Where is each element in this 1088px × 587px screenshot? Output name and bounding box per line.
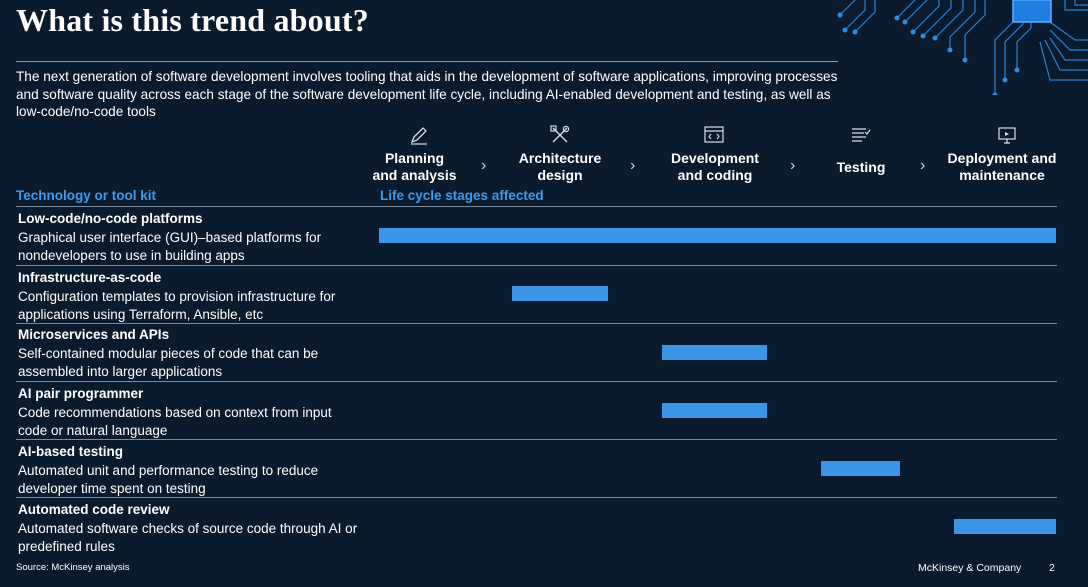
row-divider xyxy=(16,323,1057,324)
row-description: Self-contained modular pieces of code th… xyxy=(18,346,319,379)
row-description: Automated unit and performance testing t… xyxy=(18,463,319,496)
page-number: 2 xyxy=(1049,562,1055,574)
row-description: Code recommendations based on context fr… xyxy=(18,405,332,438)
circuit-decoration xyxy=(837,0,1088,95)
checklist-icon xyxy=(852,128,871,142)
stage-architecture: Architecture design xyxy=(518,150,602,183)
stage-bar-low-code xyxy=(379,228,1056,243)
row-divider xyxy=(16,381,1057,382)
monitor-icon xyxy=(998,127,1016,144)
chevron-right-icon: › xyxy=(920,157,926,174)
page-title: What is this trend about? xyxy=(16,2,369,38)
column-header-stages: Life cycle stages affected xyxy=(380,188,544,203)
stage-testing: Testing xyxy=(836,159,886,175)
row-name: AI pair programmer xyxy=(18,386,144,401)
stage-bar-infrastructure xyxy=(512,286,608,301)
row-name: Infrastructure-as-code xyxy=(18,270,162,285)
row-name: AI-based testing xyxy=(18,444,124,459)
stage-development: Development and coding xyxy=(671,150,759,183)
column-header-toolkit: Technology or tool kit xyxy=(16,188,156,203)
row-divider xyxy=(16,265,1057,266)
stage-deployment: Deployment and maintenance xyxy=(947,150,1057,183)
row-name: Low-code/no-code platforms xyxy=(18,211,203,226)
title-divider xyxy=(16,61,838,62)
row-name: Automated code review xyxy=(18,502,170,517)
row-divider xyxy=(16,206,1057,207)
chevron-right-icon: › xyxy=(630,157,636,174)
company-name: McKinsey & Company xyxy=(918,562,1022,574)
tools-icon xyxy=(550,125,570,143)
pencil-icon xyxy=(410,127,427,145)
row-divider xyxy=(16,497,1057,498)
row-divider xyxy=(16,439,1057,440)
code-window-icon xyxy=(704,126,724,143)
stage-bar-ai-testing xyxy=(821,461,900,476)
row-description: Configuration templates to provision inf… xyxy=(18,289,336,322)
chevron-right-icon: › xyxy=(481,157,487,174)
row-description: Automated software checks of source code… xyxy=(18,521,358,554)
row-description: Graphical user interface (GUI)–based pla… xyxy=(18,230,322,263)
stage-bar-microservices xyxy=(662,345,767,360)
row-name: Microservices and APIs xyxy=(18,327,170,342)
stage-bar-ai-pair xyxy=(662,403,767,418)
intro-paragraph: The next generation of software developm… xyxy=(16,69,838,119)
stage-planning: Planning and analysis xyxy=(372,150,457,183)
chevron-right-icon: › xyxy=(790,157,796,174)
stage-bar-code-review xyxy=(954,519,1056,534)
source-note: Source: McKinsey analysis xyxy=(16,562,130,573)
